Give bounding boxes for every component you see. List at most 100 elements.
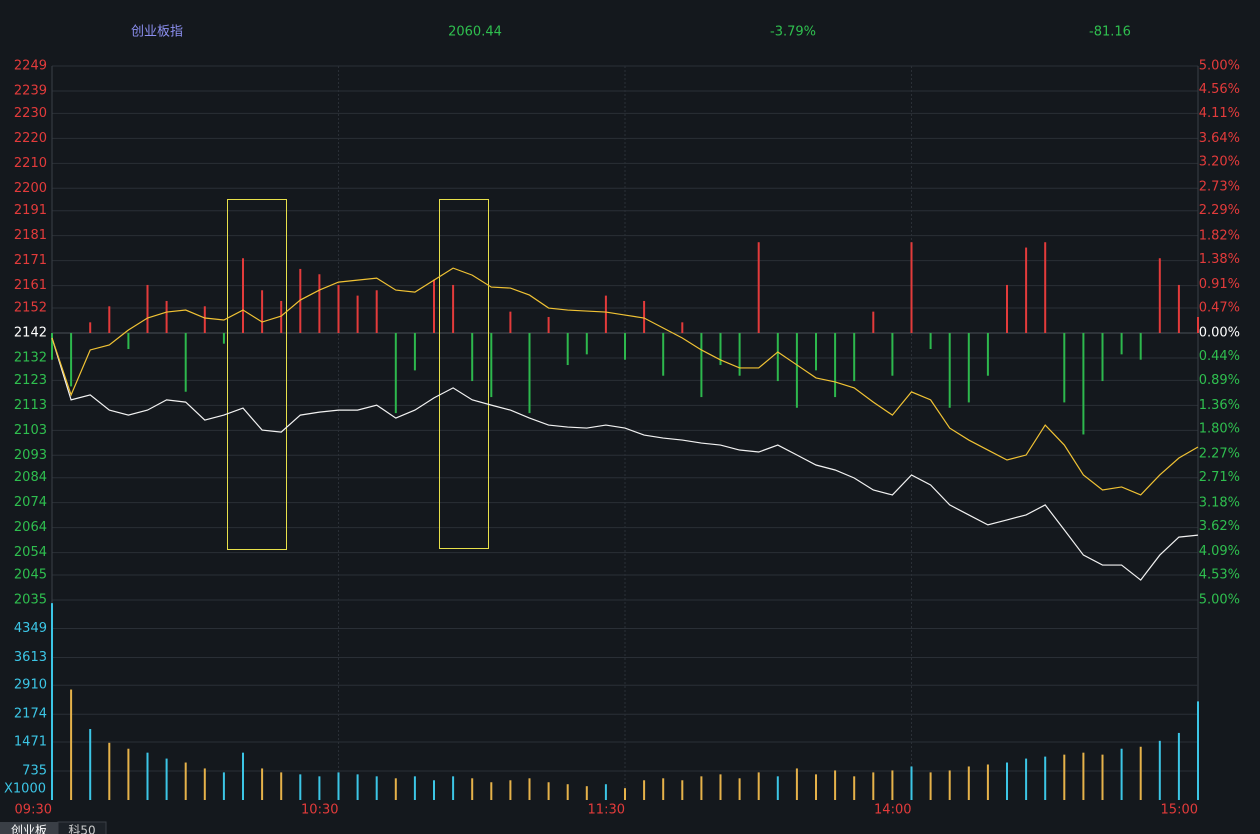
volume-bar bbox=[1101, 754, 1104, 800]
y2-tick-label: 0.89% bbox=[1199, 373, 1240, 388]
volume-bar bbox=[1197, 701, 1199, 800]
y2-tick-label: 3.64% bbox=[1199, 131, 1240, 146]
y2-tick-label: 1.36% bbox=[1199, 398, 1240, 413]
volume-tick-label: 4349 bbox=[14, 621, 47, 636]
y2-tick-label: 5.00% bbox=[1199, 593, 1240, 608]
y-tick-label: 2249 bbox=[14, 59, 47, 74]
y2-tick-label: 5.00% bbox=[1199, 59, 1240, 74]
index-change-pct: -3.79% bbox=[770, 25, 816, 40]
volume-bar bbox=[624, 788, 626, 800]
volume-bar bbox=[70, 689, 73, 800]
y2-tick-label: 3.18% bbox=[1199, 495, 1240, 510]
breadth-bar bbox=[585, 333, 588, 355]
tab[interactable] bbox=[57, 821, 107, 834]
volume-tick-label: 2174 bbox=[14, 707, 47, 722]
highlight-box bbox=[227, 199, 287, 550]
breadth-bar bbox=[528, 333, 531, 414]
tab-label[interactable]: 科50 bbox=[68, 824, 95, 834]
volume-bar bbox=[203, 768, 206, 800]
volume-bar bbox=[986, 764, 989, 800]
breadth-bar bbox=[108, 306, 111, 333]
volume-bar bbox=[967, 766, 970, 800]
y-tick-label: 2152 bbox=[14, 301, 47, 316]
tab-label[interactable]: 创业板 bbox=[11, 824, 47, 834]
y-tick-label: 2230 bbox=[14, 106, 47, 121]
breadth-bar bbox=[853, 333, 856, 382]
breadth-bar bbox=[815, 333, 817, 371]
breadth-bar bbox=[1139, 333, 1142, 360]
volume-tick-label: 735 bbox=[22, 764, 47, 779]
y2-tick-label: 2.71% bbox=[1199, 470, 1240, 485]
volume-bar bbox=[547, 782, 550, 800]
breadth-bar bbox=[834, 333, 837, 398]
volume-bar bbox=[108, 742, 111, 800]
volume-bar bbox=[337, 772, 340, 800]
volume-bar bbox=[853, 776, 856, 800]
breadth-bar bbox=[165, 300, 168, 333]
breadth-bar bbox=[184, 333, 187, 392]
volume-bar bbox=[1025, 758, 1028, 800]
volume-bar bbox=[891, 770, 894, 800]
breadth-bar bbox=[413, 333, 416, 371]
volume-bar bbox=[1006, 762, 1008, 800]
volume-bar bbox=[261, 768, 264, 800]
breadth-bar bbox=[261, 290, 264, 333]
volume-bar bbox=[795, 768, 798, 800]
volume-bar bbox=[681, 780, 684, 800]
breadth-bar bbox=[547, 316, 550, 333]
breadth-bar bbox=[986, 333, 989, 376]
y-tick-label: 2200 bbox=[14, 181, 47, 196]
breadth-bar bbox=[452, 284, 455, 333]
y-tick-label: 2239 bbox=[14, 83, 47, 98]
y2-tick-label: 1.38% bbox=[1199, 252, 1240, 267]
volume-bar bbox=[585, 786, 588, 800]
volume-bar bbox=[528, 778, 531, 800]
y2-tick-label: 2.27% bbox=[1199, 447, 1240, 462]
volume-bar bbox=[509, 780, 512, 800]
y-tick-label: 2142 bbox=[14, 326, 47, 341]
index-change: -81.16 bbox=[1089, 25, 1131, 40]
index-name: 创业板指 bbox=[131, 25, 183, 40]
volume-bar bbox=[89, 728, 92, 800]
volume-bar bbox=[51, 603, 53, 800]
breadth-bar bbox=[471, 333, 474, 382]
volume-bar bbox=[222, 772, 225, 800]
breadth-bar bbox=[433, 279, 435, 333]
breadth-bar bbox=[1063, 333, 1066, 403]
y2-tick-label: 4.11% bbox=[1199, 106, 1240, 121]
breadth-bar bbox=[757, 242, 760, 333]
y2-tick-label: 0.91% bbox=[1199, 277, 1240, 292]
volume-bar bbox=[815, 774, 817, 800]
y2-tick-label: 2.73% bbox=[1199, 180, 1240, 195]
volume-bar bbox=[929, 772, 932, 800]
volume-bar bbox=[1177, 732, 1180, 800]
breadth-bar bbox=[394, 333, 397, 414]
volume-bar bbox=[280, 772, 283, 800]
breadth-bar bbox=[127, 333, 130, 350]
breadth-bar bbox=[146, 284, 149, 333]
volume-bar bbox=[566, 784, 569, 800]
breadth-bar bbox=[1158, 258, 1161, 333]
breadth-bar bbox=[70, 333, 73, 387]
volume-bar bbox=[834, 770, 837, 800]
breadth-bar bbox=[1120, 333, 1123, 355]
index-price: 2060.44 bbox=[448, 25, 502, 40]
y-tick-label: 2035 bbox=[14, 593, 47, 608]
x-tick-label: 09:30 bbox=[15, 803, 52, 818]
y-tick-label: 2220 bbox=[14, 131, 47, 146]
breadth-bar bbox=[375, 290, 378, 333]
volume-bar bbox=[1044, 756, 1047, 800]
volume-bar bbox=[452, 776, 455, 800]
volume-bar bbox=[242, 752, 244, 800]
highlight-box bbox=[439, 199, 489, 549]
tab[interactable] bbox=[0, 822, 58, 834]
volume-bar bbox=[1082, 752, 1085, 800]
volume-bar bbox=[318, 776, 321, 800]
volume-bar bbox=[643, 780, 646, 800]
volume-tick-label: 3613 bbox=[14, 650, 47, 665]
breadth-bar bbox=[624, 333, 626, 360]
x-tick-label: 14:00 bbox=[874, 803, 911, 818]
volume-bar bbox=[738, 778, 741, 800]
breadth-bar bbox=[318, 274, 321, 333]
